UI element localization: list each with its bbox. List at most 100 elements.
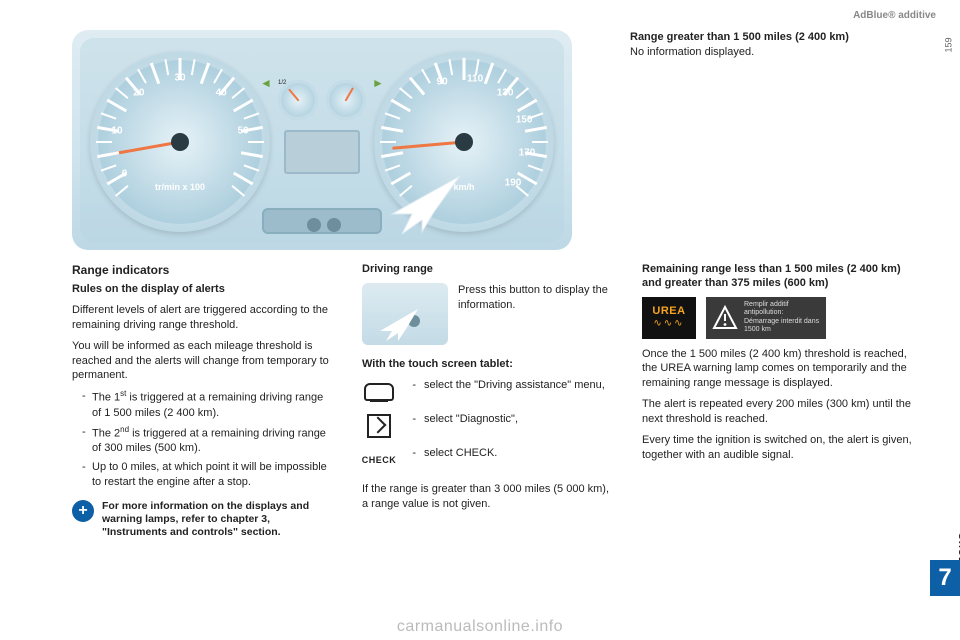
gauge-tick bbox=[107, 99, 128, 113]
sup: nd bbox=[120, 425, 129, 434]
gauge-tick bbox=[399, 87, 413, 99]
gauge-tick bbox=[385, 164, 401, 171]
car-icon bbox=[362, 378, 396, 406]
plus-info-icon: + bbox=[72, 500, 94, 522]
gauge-tick bbox=[421, 69, 431, 84]
menu-driving-assistance-row: -select the "Driving assistance" menu, bbox=[362, 378, 612, 406]
gauge-tick bbox=[448, 59, 453, 75]
gauge-tick bbox=[101, 112, 117, 119]
check-label: CHECK bbox=[362, 454, 397, 466]
tachometer-unit: tr/min x 100 bbox=[90, 182, 270, 192]
gauge-tick bbox=[101, 164, 117, 171]
bullet-first-threshold: The 1st is triggered at a remaining driv… bbox=[82, 389, 332, 420]
threshold-bullets: The 1st is triggered at a remaining driv… bbox=[82, 389, 332, 489]
speedometer-needle bbox=[392, 141, 464, 150]
threshold-info-para: You will be informed as each mileage thr… bbox=[72, 339, 332, 384]
gauge-tick bbox=[244, 112, 260, 119]
control-panel-slot bbox=[262, 208, 382, 234]
gauge-label: 110 bbox=[467, 73, 483, 84]
more-info-row: + For more information on the displays a… bbox=[72, 500, 332, 539]
gauge-tick bbox=[391, 99, 412, 113]
manual-page: AdBlue® additive 159 Range greater than … bbox=[0, 0, 960, 640]
gauge-label: 0 bbox=[122, 169, 128, 180]
gauge-tick bbox=[150, 63, 160, 85]
press-button-row: Press this button to display the informa… bbox=[362, 283, 612, 351]
pointer-arrow-icon bbox=[372, 174, 462, 234]
range-no-info-block: Range greater than 1 500 miles (2 400 km… bbox=[630, 30, 890, 58]
dash: - bbox=[406, 412, 416, 427]
gauge-tick bbox=[241, 151, 263, 158]
section-header: AdBlue® additive bbox=[853, 10, 936, 21]
menu-check-row: CHECK -select CHECK. bbox=[362, 446, 612, 474]
control-knob bbox=[307, 218, 321, 232]
rules-subheading: Rules on the display of alerts bbox=[72, 282, 332, 297]
trip-display bbox=[284, 130, 360, 174]
diagnostic-icon bbox=[362, 412, 396, 440]
gauge-tick bbox=[409, 77, 425, 96]
range-not-given-para: If the range is greater than 3 000 miles… bbox=[362, 482, 612, 512]
tachometer-needle bbox=[109, 141, 180, 156]
gauge-label: 190 bbox=[505, 178, 522, 189]
gauge-label: 30 bbox=[174, 73, 185, 84]
bullet-zero-miles: Up to 0 miles, at which point it will be… bbox=[82, 460, 332, 490]
ignition-alert-para: Every time the ignition is switched on, … bbox=[642, 433, 922, 463]
gauge-tick bbox=[97, 151, 119, 158]
gauge-tick bbox=[463, 58, 466, 80]
gauge-tick bbox=[517, 99, 538, 113]
press-button-text: Press this button to display the informa… bbox=[458, 283, 612, 313]
gauge-hub bbox=[171, 133, 189, 151]
gauge-label: 10 bbox=[111, 125, 122, 136]
chapter-number: 7 bbox=[930, 560, 960, 596]
button-thumbnail bbox=[362, 283, 448, 345]
gauge-tick bbox=[233, 99, 254, 113]
gauge-tick bbox=[244, 164, 260, 171]
content-columns: Range indicators Rules on the display of… bbox=[72, 262, 936, 539]
gauge-label: 20 bbox=[133, 87, 144, 98]
gauge-tick bbox=[381, 151, 403, 158]
gauge-tick bbox=[525, 126, 547, 133]
alert-repeat-para: The alert is repeated every 200 miles (3… bbox=[642, 397, 922, 427]
temp-gauge bbox=[326, 80, 366, 120]
page-number: 159 bbox=[943, 37, 953, 52]
txt: The 2 bbox=[92, 427, 120, 439]
gauge-label: 40 bbox=[216, 87, 227, 98]
gauge-tick bbox=[164, 59, 169, 75]
txt: is triggered at a remaining driving rang… bbox=[92, 392, 323, 419]
gauge-tick bbox=[532, 141, 548, 143]
more-info-text: For more information on the displays and… bbox=[102, 500, 332, 539]
warning-badges: UREA ∿∿∿ Remplir additif antipollution: … bbox=[642, 297, 922, 339]
gauge-tick bbox=[381, 126, 403, 133]
warning-triangle-icon bbox=[712, 305, 738, 331]
column-driving-range: Driving range Press this button to displ… bbox=[362, 262, 612, 539]
range-no-info-text: No information displayed. bbox=[630, 46, 890, 58]
menu-diagnostic-text: select "Diagnostic", bbox=[424, 412, 518, 427]
menu-diagnostic-row: -select "Diagnostic", bbox=[362, 412, 612, 440]
gauge-tick bbox=[231, 87, 245, 99]
dash: - bbox=[406, 378, 416, 393]
driving-range-heading: Driving range bbox=[362, 262, 612, 277]
fuel-gauge: 1/2 bbox=[278, 80, 318, 120]
dash: - bbox=[406, 446, 416, 461]
gauge-tick bbox=[515, 87, 529, 99]
watermark: carmanualsonline.info bbox=[0, 618, 960, 636]
gauge-tick bbox=[200, 63, 210, 85]
menu-driving-assistance-text: select the "Driving assistance" menu, bbox=[424, 378, 605, 393]
gauge-label: 130 bbox=[497, 87, 514, 98]
gauge-tick bbox=[385, 112, 401, 119]
tachometer-gauge: tr/min x 100 0 10 20 30 40 50 bbox=[90, 52, 270, 232]
bullet-second-threshold: The 2nd is triggered at a remaining driv… bbox=[82, 425, 332, 456]
fuel-half-label: 1/2 bbox=[278, 80, 318, 86]
gauge-label: 50 bbox=[237, 125, 248, 136]
right-turn-icon: ► bbox=[372, 76, 384, 88]
gauge-tick bbox=[137, 69, 147, 84]
gauge-tick bbox=[380, 141, 396, 143]
gauge-label: 170 bbox=[519, 148, 536, 159]
gauge-tick bbox=[213, 69, 223, 84]
temp-needle bbox=[345, 87, 354, 101]
message-display-panel: Remplir additif antipollution: Démarrage… bbox=[706, 297, 826, 339]
column-range-indicators: Range indicators Rules on the display of… bbox=[72, 262, 332, 539]
gauge-tick bbox=[497, 69, 507, 84]
gauge-tick bbox=[528, 164, 544, 171]
urea-wave-icon: ∿∿∿ bbox=[653, 317, 684, 331]
tablet-heading: With the touch screen tablet: bbox=[362, 357, 612, 372]
